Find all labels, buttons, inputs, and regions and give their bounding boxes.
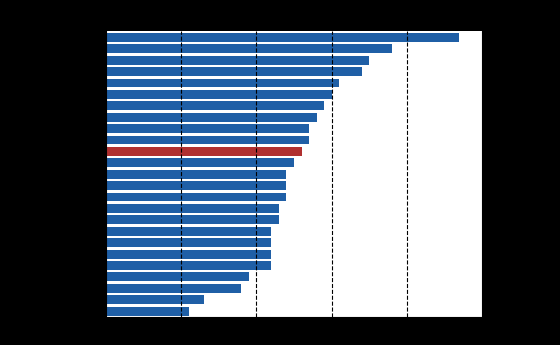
Bar [106,295,204,304]
Bar [106,147,301,156]
Bar [106,215,279,224]
Bar [106,158,294,167]
Bar [106,101,324,110]
Bar [106,250,272,258]
Bar [106,193,287,201]
Bar [106,113,316,122]
Bar [106,44,391,53]
Bar [106,273,249,282]
Bar [106,227,272,236]
Bar [106,181,287,190]
Bar [106,33,459,42]
Bar [106,124,309,133]
Bar [106,307,189,316]
Bar [106,90,332,99]
Bar [106,67,362,76]
Bar [106,261,272,270]
Bar [106,170,287,179]
Bar [106,136,309,145]
Bar [106,204,279,213]
Bar [106,56,369,65]
Bar [106,238,272,247]
Bar [106,284,241,293]
Bar [106,79,339,87]
